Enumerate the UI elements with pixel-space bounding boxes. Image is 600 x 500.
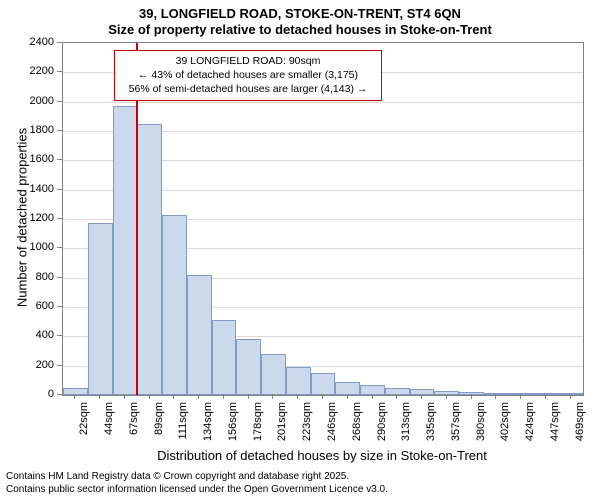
- histogram-bar: [459, 392, 484, 395]
- x-tick-label: 134sqm: [202, 402, 214, 446]
- y-tick-mark: [57, 189, 62, 190]
- histogram-bar: [434, 391, 459, 395]
- y-tick-mark: [57, 306, 62, 307]
- x-tick-label: 268sqm: [351, 402, 363, 446]
- x-tick-mark: [347, 394, 348, 399]
- annotation-line: 56% of semi-detached houses are larger (…: [119, 82, 377, 96]
- y-tick-mark: [57, 277, 62, 278]
- y-tick-label: 2200: [14, 65, 54, 77]
- y-tick-label: 2000: [14, 95, 54, 107]
- x-tick-label: 447sqm: [549, 402, 561, 446]
- x-tick-mark: [99, 394, 100, 399]
- x-tick-mark: [248, 394, 249, 399]
- histogram-bar: [311, 373, 336, 395]
- histogram-bar: [187, 275, 212, 395]
- x-tick-mark: [173, 394, 174, 399]
- histogram-bar: [88, 223, 113, 395]
- histogram-bar: [236, 339, 261, 395]
- x-tick-mark: [520, 394, 521, 399]
- histogram-bar: [137, 124, 162, 395]
- x-tick-mark: [322, 394, 323, 399]
- grid-line: [63, 102, 583, 103]
- chart-title-line2: Size of property relative to detached ho…: [0, 22, 600, 37]
- x-tick-label: 44sqm: [103, 402, 115, 446]
- y-tick-mark: [57, 247, 62, 248]
- annotation-box: 39 LONGFIELD ROAD: 90sqm← 43% of detache…: [114, 50, 382, 101]
- x-tick-mark: [421, 394, 422, 399]
- y-tick-label: 0: [14, 388, 54, 400]
- x-tick-label: 178sqm: [252, 402, 264, 446]
- histogram-bar: [63, 388, 88, 395]
- x-tick-label: 22sqm: [78, 402, 90, 446]
- x-axis-label: Distribution of detached houses by size …: [62, 448, 582, 463]
- y-tick-mark: [57, 365, 62, 366]
- histogram-bar: [261, 354, 286, 395]
- x-tick-mark: [446, 394, 447, 399]
- x-tick-mark: [124, 394, 125, 399]
- histogram-bar: [286, 367, 311, 395]
- chart-container: 39, LONGFIELD ROAD, STOKE-ON-TRENT, ST4 …: [0, 0, 600, 500]
- x-tick-mark: [297, 394, 298, 399]
- x-tick-mark: [272, 394, 273, 399]
- y-tick-mark: [57, 394, 62, 395]
- histogram-bar: [360, 385, 385, 395]
- x-tick-mark: [545, 394, 546, 399]
- y-axis-label: Number of detached properties: [15, 108, 30, 328]
- footer-attribution: Contains HM Land Registry data © Crown c…: [6, 471, 388, 496]
- chart-title-line1: 39, LONGFIELD ROAD, STOKE-ON-TRENT, ST4 …: [0, 6, 600, 21]
- x-tick-mark: [570, 394, 571, 399]
- y-tick-label: 200: [14, 359, 54, 371]
- x-tick-label: 201sqm: [276, 402, 288, 446]
- x-tick-label: 156sqm: [227, 402, 239, 446]
- x-tick-label: 335sqm: [425, 402, 437, 446]
- annotation-line: ← 43% of detached houses are smaller (3,…: [119, 68, 377, 82]
- footer-line1: Contains HM Land Registry data © Crown c…: [6, 471, 388, 484]
- x-tick-label: 424sqm: [524, 402, 536, 446]
- histogram-bar: [558, 393, 583, 395]
- y-tick-mark: [57, 130, 62, 131]
- histogram-bar: [533, 393, 558, 395]
- y-tick-mark: [57, 71, 62, 72]
- x-tick-label: 402sqm: [499, 402, 511, 446]
- x-tick-label: 223sqm: [301, 402, 313, 446]
- x-tick-label: 246sqm: [326, 402, 338, 446]
- histogram-bar: [212, 320, 237, 395]
- y-tick-mark: [57, 218, 62, 219]
- y-tick-mark: [57, 335, 62, 336]
- y-tick-mark: [57, 42, 62, 43]
- x-tick-mark: [396, 394, 397, 399]
- x-tick-mark: [471, 394, 472, 399]
- x-tick-mark: [198, 394, 199, 399]
- x-tick-label: 89sqm: [153, 402, 165, 446]
- x-tick-mark: [495, 394, 496, 399]
- y-tick-label: 2400: [14, 36, 54, 48]
- histogram-bar: [113, 106, 138, 395]
- x-tick-label: 290sqm: [376, 402, 388, 446]
- histogram-bar: [335, 382, 360, 395]
- x-tick-mark: [372, 394, 373, 399]
- y-tick-label: 400: [14, 329, 54, 341]
- x-tick-label: 380sqm: [475, 402, 487, 446]
- x-tick-mark: [74, 394, 75, 399]
- footer-line2: Contains public sector information licen…: [6, 484, 388, 497]
- x-tick-mark: [149, 394, 150, 399]
- x-tick-label: 357sqm: [450, 402, 462, 446]
- x-tick-label: 469sqm: [574, 402, 586, 446]
- x-tick-label: 313sqm: [400, 402, 412, 446]
- y-tick-mark: [57, 159, 62, 160]
- annotation-line: 39 LONGFIELD ROAD: 90sqm: [119, 54, 377, 68]
- x-tick-label: 67sqm: [128, 402, 140, 446]
- y-tick-mark: [57, 101, 62, 102]
- histogram-bar: [162, 215, 187, 395]
- x-tick-mark: [223, 394, 224, 399]
- x-tick-label: 111sqm: [177, 402, 189, 446]
